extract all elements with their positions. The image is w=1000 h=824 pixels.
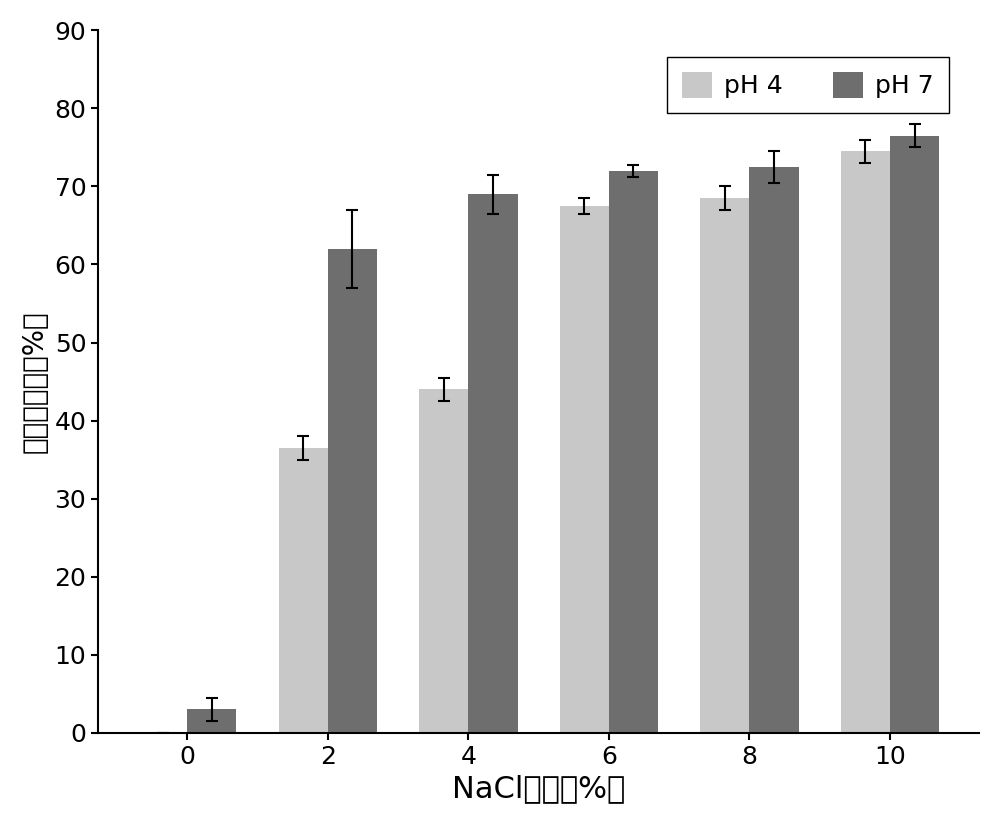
Legend: pH 4, pH 7: pH 4, pH 7 xyxy=(667,57,949,113)
Bar xyxy=(609,171,658,733)
Bar xyxy=(328,249,377,733)
Bar xyxy=(560,206,609,733)
Bar xyxy=(749,167,799,733)
Bar xyxy=(468,194,518,733)
Bar xyxy=(890,136,939,733)
Bar xyxy=(841,152,890,733)
Bar xyxy=(419,390,468,733)
Y-axis label: 组胺降解率（%）: 组胺降解率（%） xyxy=(21,311,49,453)
Bar xyxy=(187,709,236,733)
X-axis label: NaCl浓度（%）: NaCl浓度（%） xyxy=(452,775,625,803)
Bar xyxy=(700,198,749,733)
Bar xyxy=(279,448,328,733)
